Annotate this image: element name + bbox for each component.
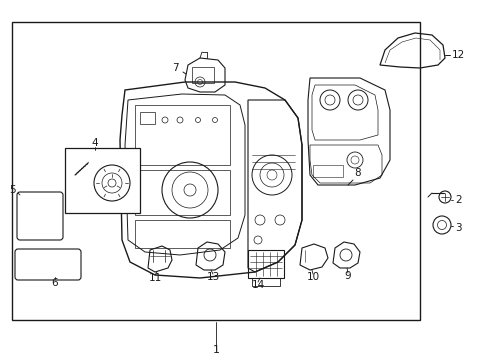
Bar	[252, 278, 280, 286]
Bar	[65, 148, 140, 213]
Bar	[135, 105, 230, 165]
Text: 6: 6	[51, 278, 58, 288]
Text: 4: 4	[92, 138, 98, 148]
Bar	[192, 67, 214, 83]
Bar	[12, 22, 420, 320]
Bar	[135, 220, 230, 248]
Text: 12: 12	[452, 50, 465, 60]
Text: 9: 9	[344, 271, 351, 281]
Text: 10: 10	[306, 272, 319, 282]
Text: 8: 8	[355, 168, 361, 178]
Bar	[248, 250, 284, 278]
Text: 3: 3	[455, 223, 462, 233]
Text: 1: 1	[213, 345, 220, 355]
Text: 14: 14	[251, 280, 265, 290]
Text: 11: 11	[148, 273, 162, 283]
Bar	[313, 165, 343, 177]
Text: 2: 2	[455, 195, 462, 205]
Text: 5: 5	[9, 185, 16, 195]
Text: 13: 13	[206, 272, 220, 282]
Bar	[140, 112, 155, 124]
Text: 7: 7	[172, 63, 178, 73]
Bar	[135, 170, 230, 215]
